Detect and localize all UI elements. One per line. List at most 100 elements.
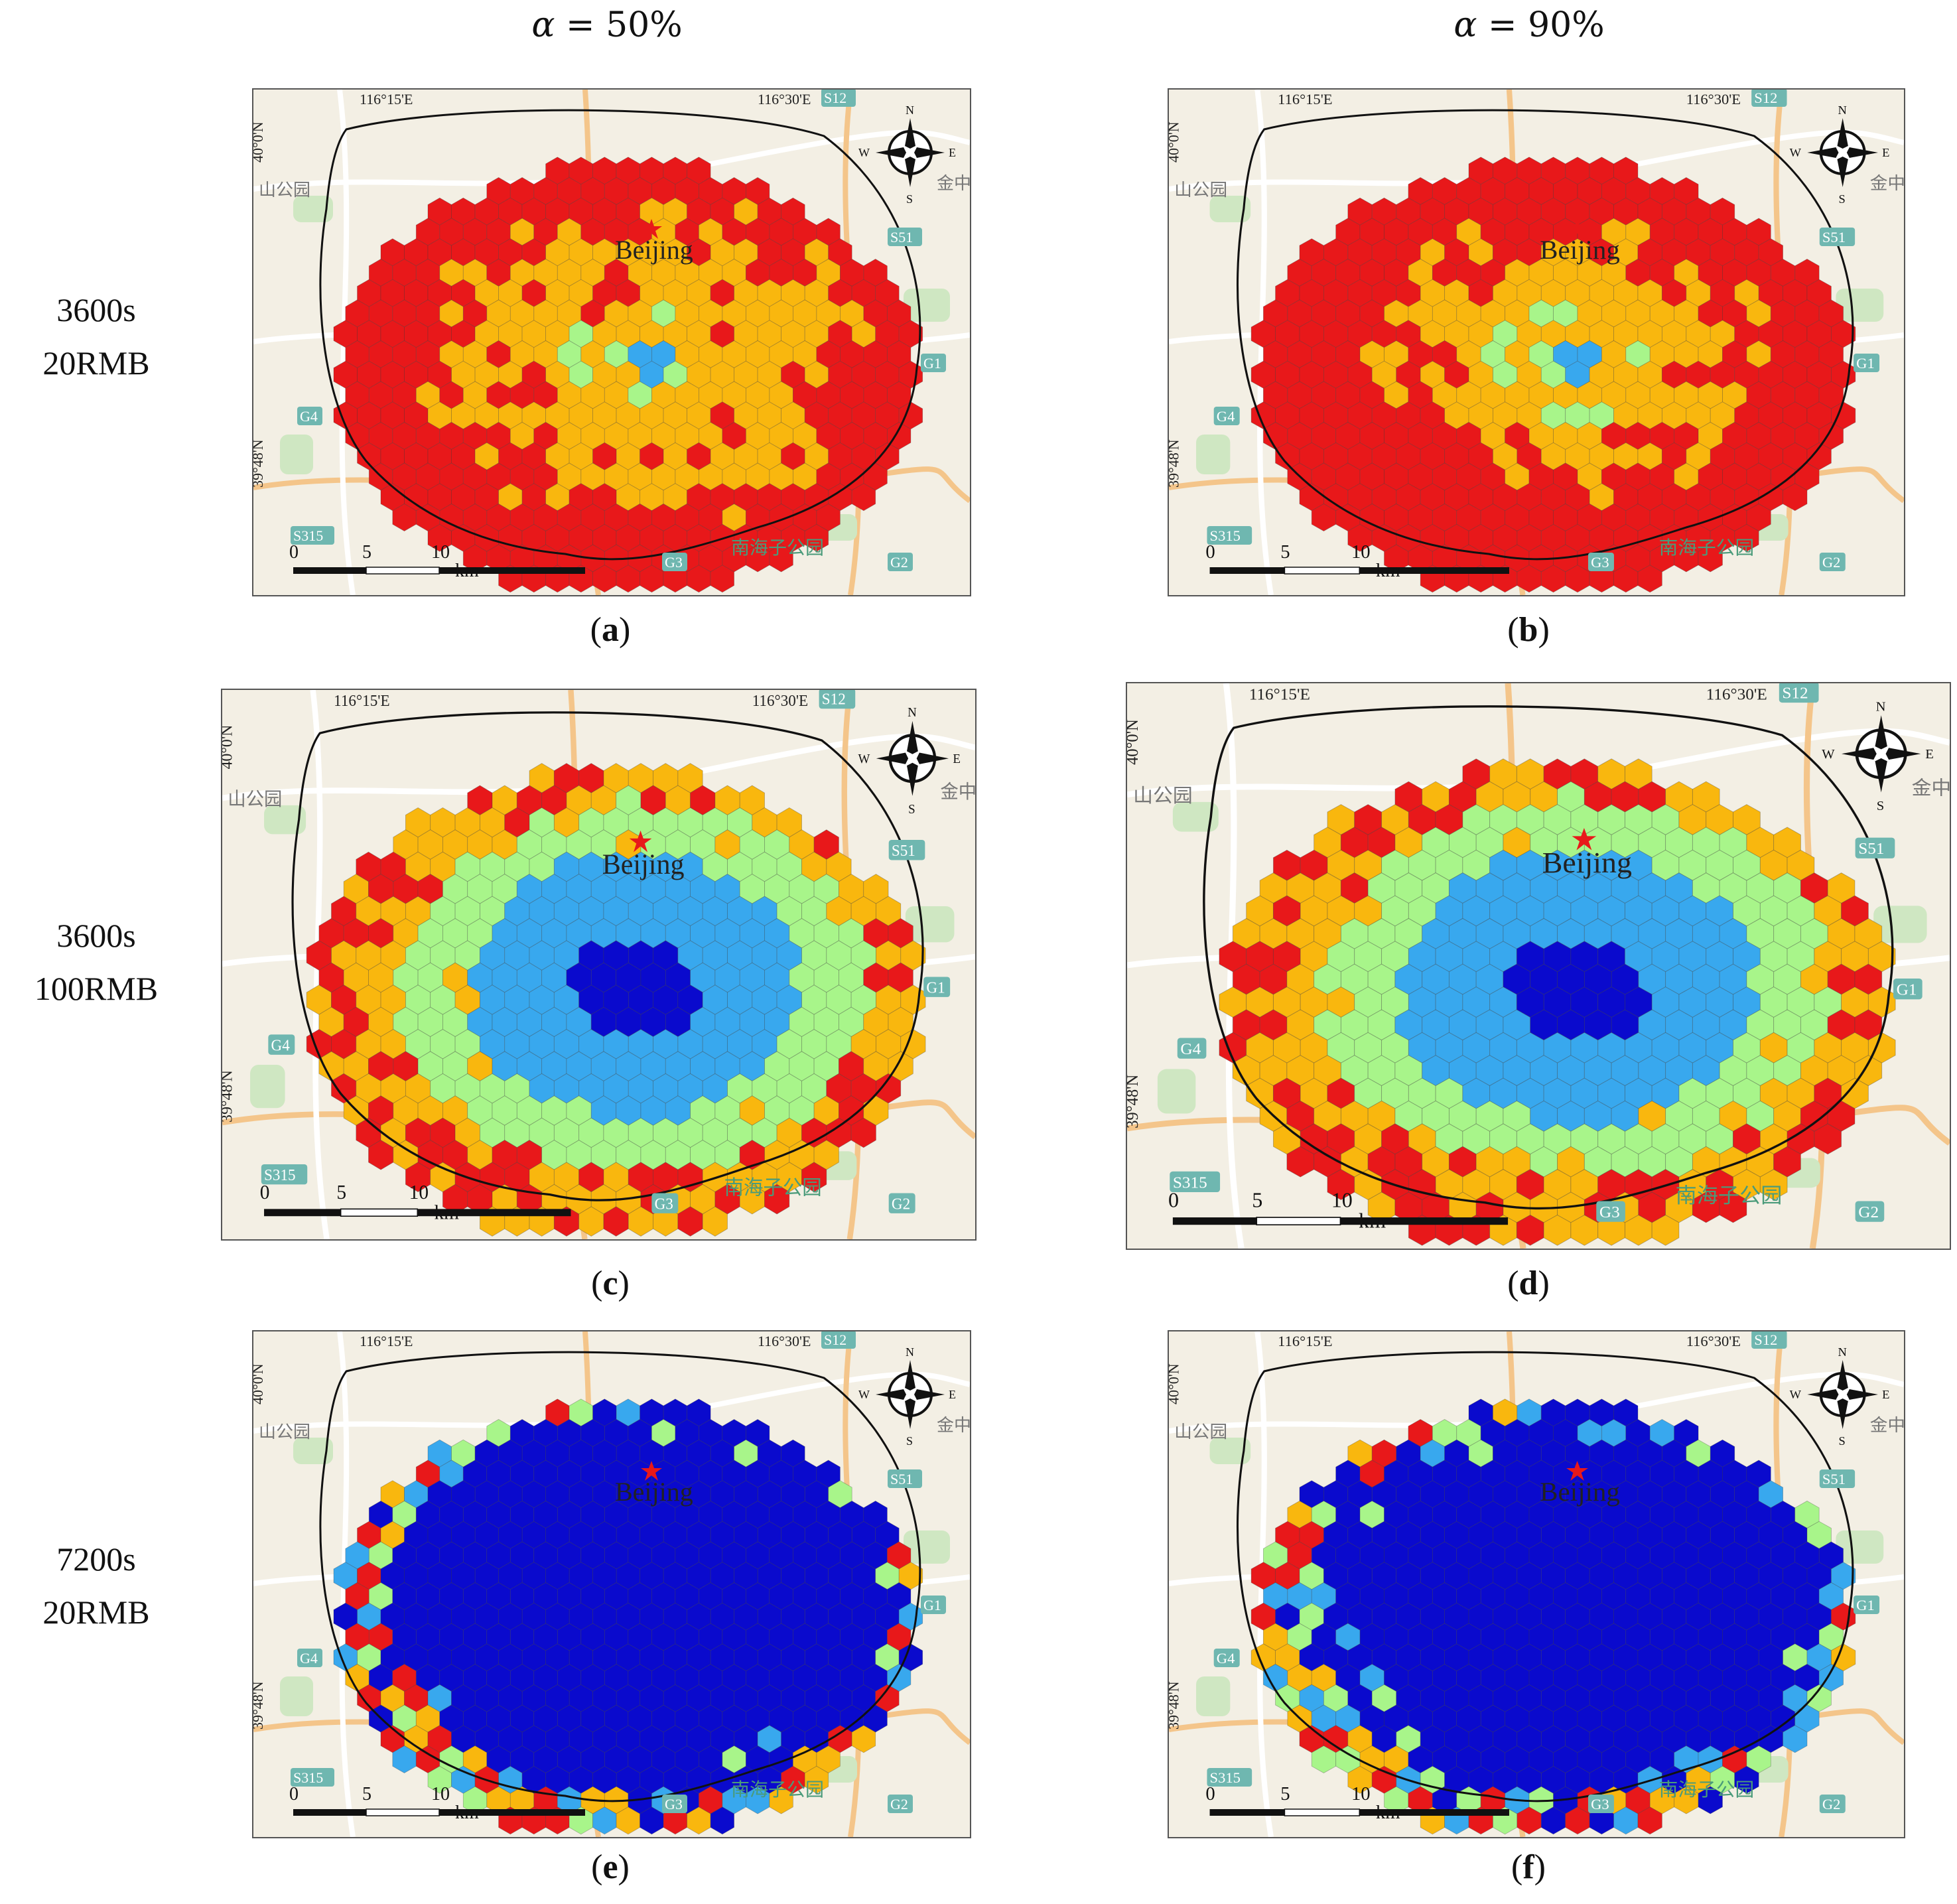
basemap-green-area xyxy=(250,1065,285,1109)
hex-cell xyxy=(710,1806,734,1835)
city-label: Beijing xyxy=(1542,847,1632,879)
lon-label: 116°15'E xyxy=(360,1333,413,1349)
road-tag: S315 xyxy=(1210,1769,1241,1786)
hex-cell xyxy=(1783,1725,1808,1753)
scale-tick: 10 xyxy=(431,1784,450,1804)
city-label: Beijing xyxy=(1540,235,1620,264)
road-tag: G3 xyxy=(1599,1203,1620,1221)
road-tag: S51 xyxy=(1858,840,1884,858)
hex-grid xyxy=(333,1398,923,1835)
road-tag: G3 xyxy=(665,554,683,571)
lat-label: 40°0'N xyxy=(253,1363,266,1404)
lon-label: 116°15'E xyxy=(334,693,389,710)
road-tag-bg xyxy=(1207,526,1252,545)
map-svg: Beijing 116°15'E 116°30'E 40°0'N 39°48'N S12 S… xyxy=(1127,683,1950,1249)
road-tag-bg xyxy=(819,690,856,709)
lat-label: 39°48'N xyxy=(222,1070,236,1122)
road-tag-bg xyxy=(888,1469,922,1488)
caption-f: (f) xyxy=(1511,1848,1546,1886)
area-label: 山公园 xyxy=(259,180,310,200)
compass-s: S xyxy=(906,1434,913,1448)
road-tag: G2 xyxy=(890,554,908,571)
scale-unit: km xyxy=(455,561,479,581)
hex-cell xyxy=(1637,565,1662,593)
city-star-marker xyxy=(1566,219,1588,239)
road-tag: G4 xyxy=(1180,1040,1201,1058)
row-label-budget: 20RMB xyxy=(42,344,150,381)
scale-tick: 0 xyxy=(1168,1189,1179,1212)
hex-cell xyxy=(851,483,876,511)
basemap-green-area xyxy=(1157,1069,1196,1114)
road-tag-bg xyxy=(268,1034,295,1055)
compass-w: W xyxy=(858,752,870,766)
basemap-green-area xyxy=(1196,435,1231,474)
road-tag: G2 xyxy=(890,1796,908,1812)
area-label: 山公园 xyxy=(1174,180,1227,200)
compass-n: N xyxy=(906,103,914,117)
study-area-boundary xyxy=(1236,109,1854,561)
compass-s: S xyxy=(1877,799,1884,813)
lon-label: 116°30'E xyxy=(1706,686,1767,704)
road-tag-bg xyxy=(888,553,913,571)
compass-s: S xyxy=(906,192,913,206)
caption-b: (b) xyxy=(1507,611,1550,649)
map-svg: Beijing 116°15'E 116°30'E 40°0'N 39°48'N S12 S… xyxy=(253,1331,970,1837)
road-tag-bg xyxy=(1779,683,1819,703)
hex-cell xyxy=(1698,1786,1723,1814)
road-tag: G4 xyxy=(300,408,318,425)
compass-w: W xyxy=(858,1388,870,1401)
hex-cell xyxy=(1651,1214,1680,1246)
basemap-green-area xyxy=(1209,196,1251,222)
row-label-budget: 100RMB xyxy=(34,970,159,1007)
lon-label: 116°30'E xyxy=(1686,91,1741,107)
lat-label: 40°0'N xyxy=(1169,121,1181,163)
map-panel-d: Beijing 116°15'E 116°30'E 40°0'N 39°48'N S12 S… xyxy=(1126,682,1951,1250)
lat-label: 40°0'N xyxy=(222,725,236,770)
lat-label: 39°48'N xyxy=(1169,1681,1181,1730)
city-star-marker xyxy=(641,219,662,239)
hex-cell xyxy=(1783,483,1808,511)
map-panel-c: Beijing 116°15'E 116°30'E 40°0'N 39°48'N S12 S… xyxy=(221,689,977,1241)
compass-s: S xyxy=(1839,192,1846,206)
road-tag-bg xyxy=(921,354,946,372)
hex-cell xyxy=(1698,544,1723,573)
alpha-value: = 50% xyxy=(555,5,683,45)
lat-label: 40°0'N xyxy=(253,121,266,163)
scale-tick: 0 xyxy=(260,1182,270,1204)
map-svg: Beijing 116°15'E 116°30'E 40°0'N 39°48'N S12 S… xyxy=(1169,90,1904,595)
hex-grid xyxy=(306,763,926,1237)
road-tag-bg xyxy=(821,1331,856,1349)
compass-s: S xyxy=(1839,1434,1846,1448)
lon-label: 116°15'E xyxy=(1278,1333,1332,1349)
lat-label: 40°0'N xyxy=(1169,1363,1181,1404)
road-tag: G3 xyxy=(1591,1796,1609,1812)
lon-label: 116°30'E xyxy=(758,1333,811,1349)
scale-tick: 5 xyxy=(1280,542,1290,563)
basemap-green-area xyxy=(905,906,955,943)
road-tag: G4 xyxy=(1217,408,1235,425)
scale-tick: 0 xyxy=(289,1784,299,1804)
compass-w: W xyxy=(1790,1388,1802,1401)
basemap-green-area xyxy=(280,435,313,474)
road-tag-bg xyxy=(1854,1596,1880,1614)
road-tag-bg xyxy=(923,977,951,997)
hex-cell xyxy=(769,544,793,573)
caption-e: (e) xyxy=(591,1848,630,1886)
basemap-green-area xyxy=(293,196,333,222)
city-star-marker xyxy=(1572,828,1597,850)
road-tag: G2 xyxy=(1858,1203,1879,1221)
scale-tick: 10 xyxy=(1331,1189,1353,1212)
alpha-value: = 90% xyxy=(1477,5,1605,45)
road-tag: S12 xyxy=(1782,685,1808,703)
road-tag: S315 xyxy=(264,1167,296,1184)
compass: N S E W xyxy=(858,706,960,817)
map-panel-e: Beijing 116°15'E 116°30'E 40°0'N 39°48'N S12 S… xyxy=(252,1330,971,1838)
lat-label: 40°0'N xyxy=(1127,719,1142,765)
lon-label: 116°30'E xyxy=(1686,1333,1741,1349)
road-tag: G3 xyxy=(655,1195,673,1213)
hex-cell xyxy=(1719,1191,1747,1223)
road-tag-bg xyxy=(1819,228,1856,246)
